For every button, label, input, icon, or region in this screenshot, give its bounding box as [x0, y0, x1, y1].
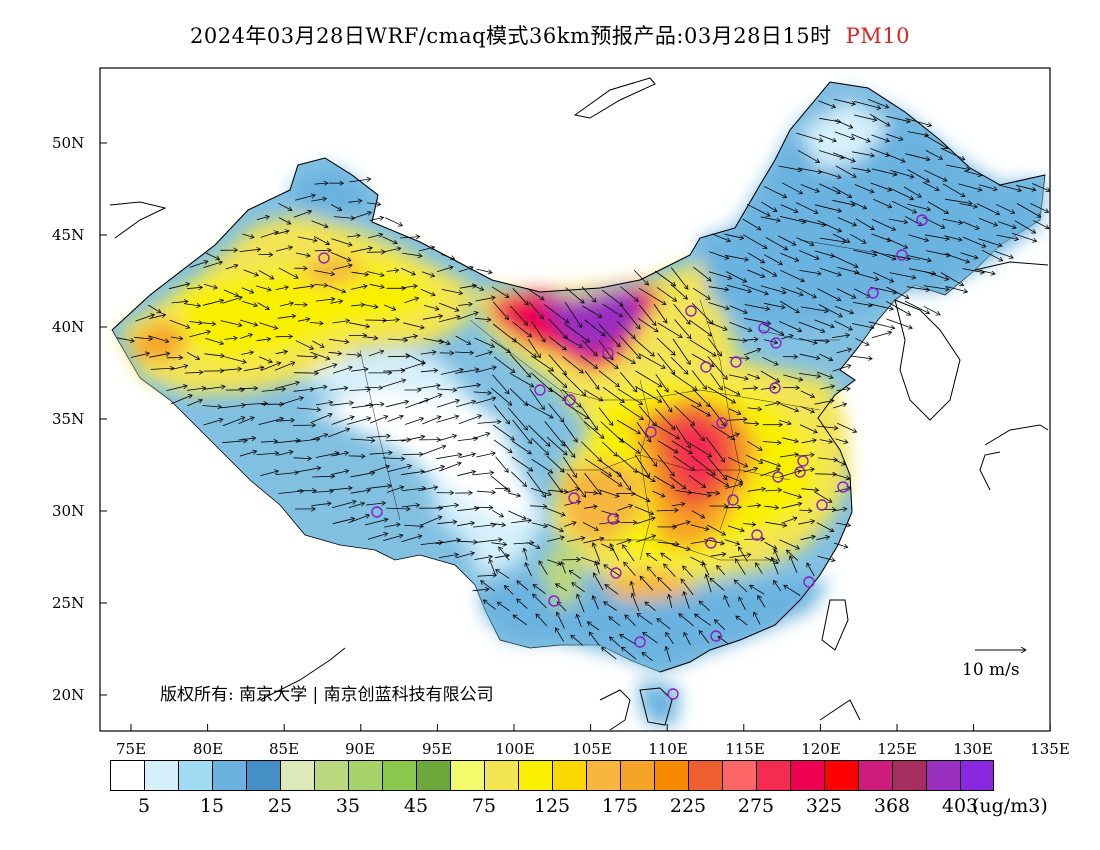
colorbar-swatch [212, 760, 246, 791]
lon-label-95e: 95E [421, 740, 453, 758]
colorbar-swatch [382, 760, 416, 791]
colorbar-tick-label: 403 [941, 795, 979, 817]
colorbar-swatch [586, 760, 620, 791]
colorbar-swatch [790, 760, 824, 791]
colorbar-swatch [892, 760, 926, 791]
lon-label-105e: 105E [572, 740, 612, 758]
city-markers [318, 214, 928, 700]
colorbar-swatch [110, 760, 144, 791]
title-main: 2024年03月28日WRF/cmaq模式36km预报产品:03月28日15时 [189, 24, 832, 48]
colorbar-swatch [858, 760, 892, 791]
lon-label-110e: 110E [648, 740, 688, 758]
lat-label-45n: 45N [52, 226, 85, 244]
axis-ticks [100, 142, 1051, 731]
colorbar-swatch [688, 760, 722, 791]
colorbar-tick-label: 325 [805, 795, 843, 817]
colorbar-swatch [348, 760, 382, 791]
lon-label-115e: 115E [725, 740, 765, 758]
lon-label-130e: 130E [953, 740, 993, 758]
lon-label-90e: 90E [344, 740, 376, 758]
colorbar-swatch [552, 760, 586, 791]
lon-label-75e: 75E [115, 740, 147, 758]
colorbar-swatch [722, 760, 756, 791]
colorbar-tick-label: 15 [199, 795, 225, 817]
lat-label-20n: 20N [52, 686, 85, 704]
copyright-notice: 版权所有: 南京大学 | 南京创蓝科技有限公司 [160, 685, 494, 705]
colorbar-swatch [960, 760, 994, 791]
colorbar-tick-label: 75 [471, 795, 497, 817]
colorbar-swatch [824, 760, 858, 791]
colorbar-swatch [484, 760, 518, 791]
colorbar-tick-label: 35 [335, 795, 361, 817]
lat-label-30n: 30N [52, 502, 85, 520]
coastlines-and-borders [109, 77, 1049, 731]
map-title: 2024年03月28日WRF/cmaq模式36km预报产品:03月28日15时 P… [0, 20, 1100, 50]
wind-reference-label: 10 m/s [962, 660, 1020, 680]
title-variable: PM10 [845, 24, 911, 48]
colorbar-tick-label: 368 [873, 795, 911, 817]
colorbar-unit: (ug/m3) [972, 795, 1048, 817]
lat-label-50n: 50N [52, 134, 85, 152]
lat-label-40n: 40N [52, 318, 85, 336]
colorbar-tick-label: 45 [403, 795, 429, 817]
lon-label-85e: 85E [268, 740, 300, 758]
colorbar-swatch [178, 760, 212, 791]
colorbar-tick-label: 275 [737, 795, 775, 817]
colorbar-tick-label: 25 [267, 795, 293, 817]
colorbar-swatch [756, 760, 790, 791]
lon-label-120e: 120E [801, 740, 841, 758]
colorbar-swatch [416, 760, 450, 791]
colorbar-swatch [620, 760, 654, 791]
colorbar-swatch [926, 760, 960, 791]
colorbar-swatch [144, 760, 178, 791]
lon-label-100e: 100E [495, 740, 535, 758]
colorbar-swatch [518, 760, 552, 791]
colorbar-swatch [314, 760, 348, 791]
colorbar-tick-label: 125 [533, 795, 571, 817]
colorbar-tick-label: 225 [669, 795, 707, 817]
colorbar-tick-label: 5 [137, 795, 151, 817]
lon-label-80e: 80E [192, 740, 224, 758]
colorbar-tick-label: 175 [601, 795, 639, 817]
lon-label-135e: 135E [1030, 740, 1070, 758]
wind-vector-field [117, 98, 1050, 662]
lat-label-25n: 25N [52, 594, 85, 612]
map-frame [99, 67, 1051, 732]
colorbar-swatch [654, 760, 688, 791]
colorbar-swatch [246, 760, 280, 791]
lon-label-125e: 125E [877, 740, 917, 758]
colorbar-swatch [280, 760, 314, 791]
lat-label-35n: 35N [52, 410, 85, 428]
colorbar-swatch [450, 760, 484, 791]
